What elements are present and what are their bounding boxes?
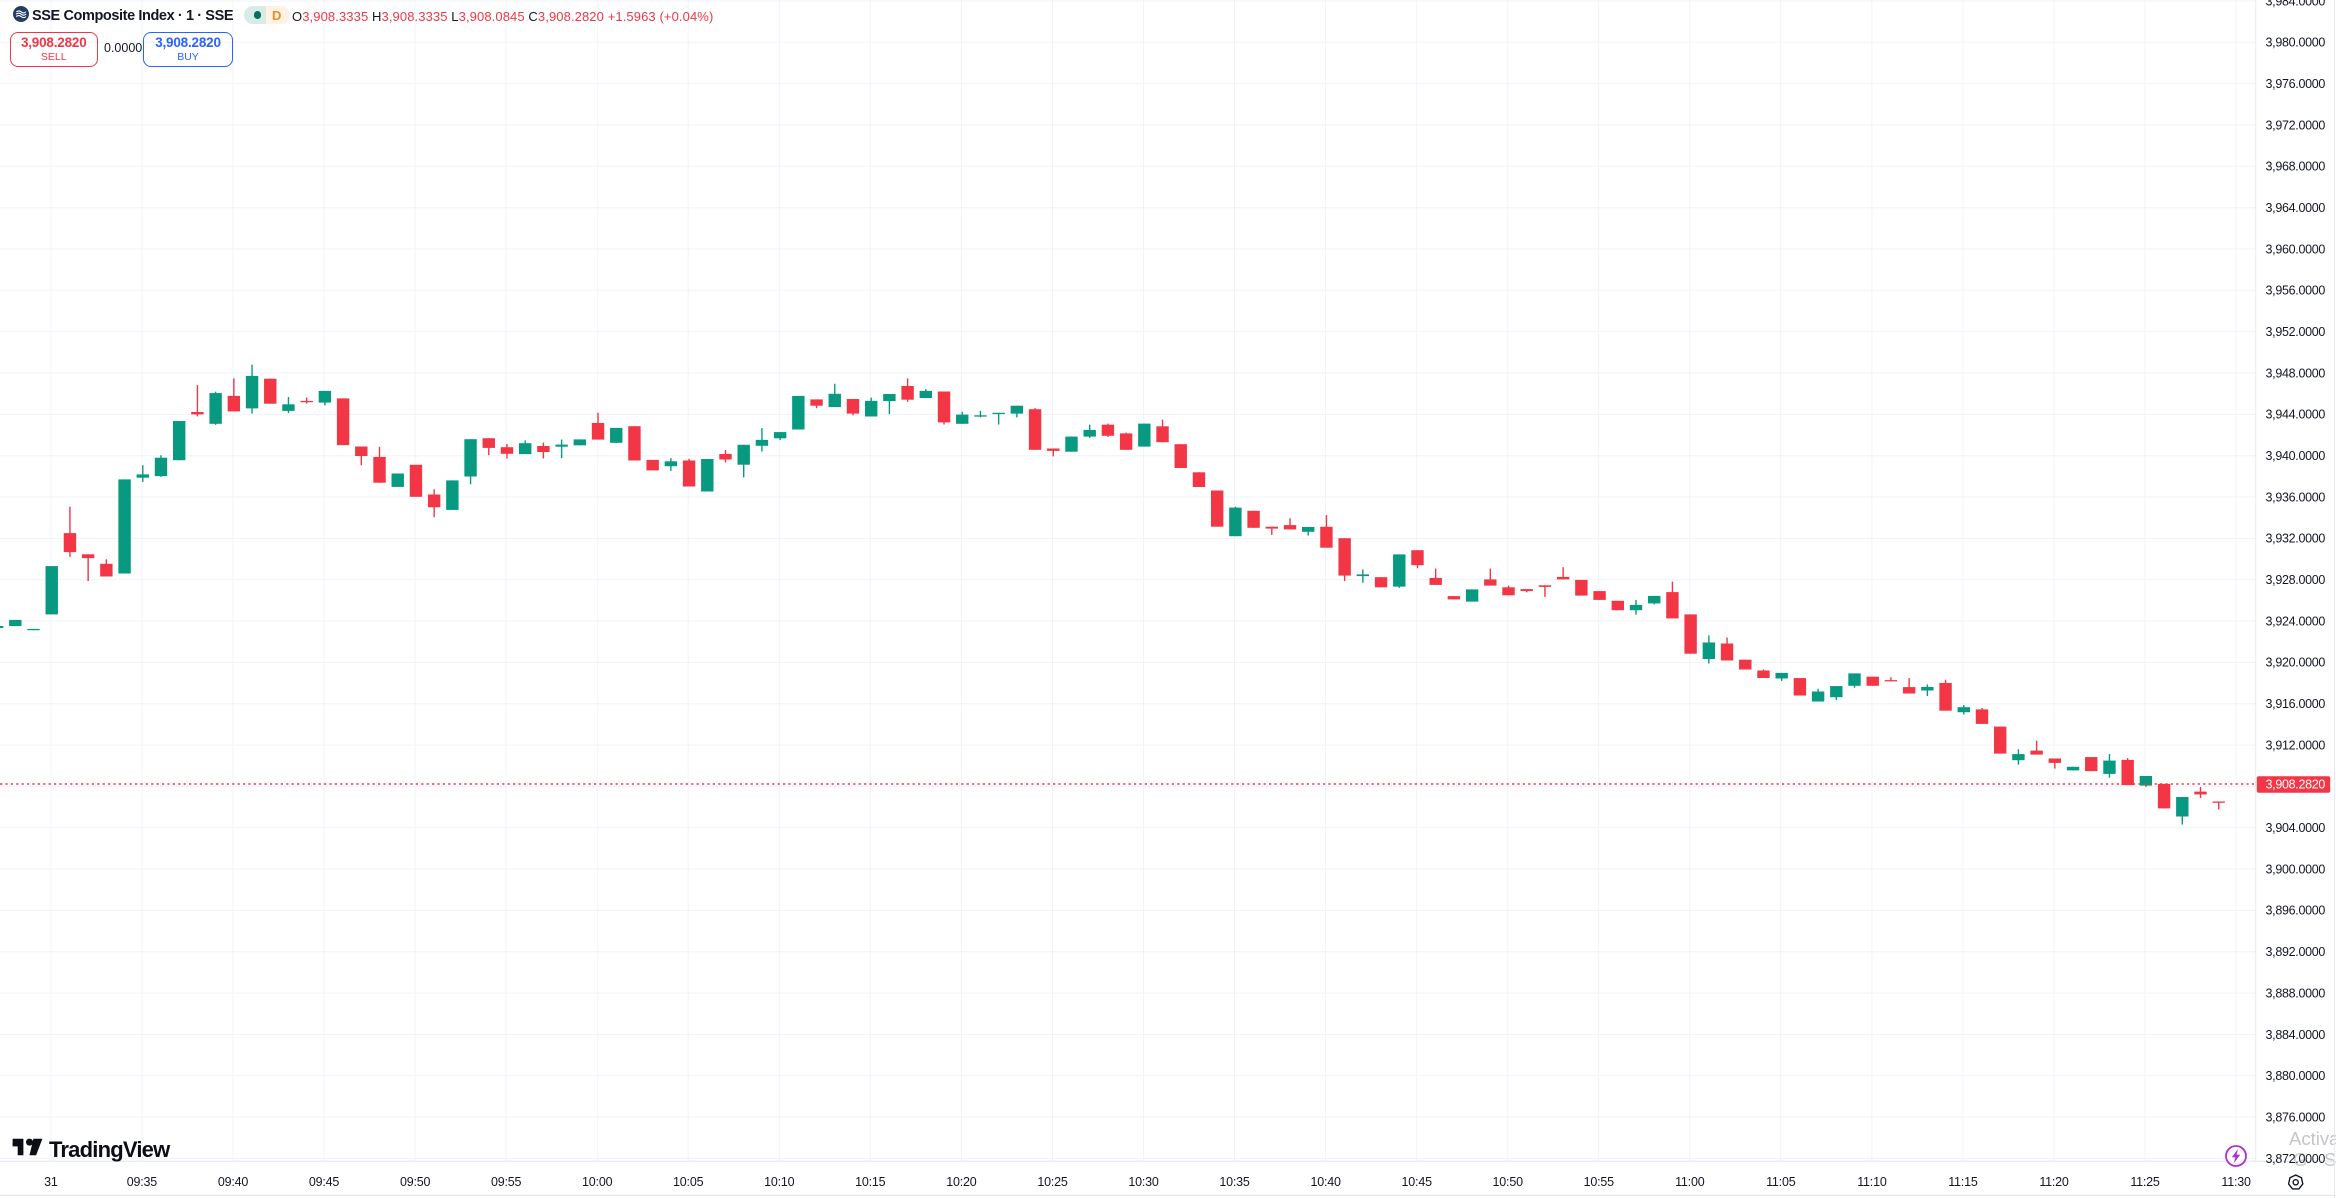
svg-text:10:50: 10:50 [1493, 1175, 1524, 1189]
svg-text:10:25: 10:25 [1037, 1175, 1068, 1189]
svg-text:3,940.0000: 3,940.0000 [2266, 449, 2326, 463]
svg-text:3,980.0000: 3,980.0000 [2266, 36, 2326, 50]
svg-text:3,928.0000: 3,928.0000 [2266, 573, 2326, 587]
svg-text:09:55: 09:55 [491, 1175, 522, 1189]
svg-text:3,908.2820: 3,908.2820 [2266, 778, 2326, 792]
svg-text:10:40: 10:40 [1310, 1175, 1341, 1189]
svg-text:3,884.0000: 3,884.0000 [2266, 1028, 2326, 1042]
svg-text:10:00: 10:00 [582, 1175, 613, 1189]
svg-text:3,968.0000: 3,968.0000 [2266, 160, 2326, 174]
svg-text:3,880.0000: 3,880.0000 [2266, 1069, 2326, 1083]
svg-text:11:10: 11:10 [1857, 1175, 1887, 1189]
svg-text:11:15: 11:15 [1948, 1175, 1978, 1189]
svg-text:3,948.0000: 3,948.0000 [2266, 366, 2326, 380]
svg-text:3,972.0000: 3,972.0000 [2266, 118, 2326, 132]
svg-text:09:40: 09:40 [218, 1175, 249, 1189]
svg-text:3,964.0000: 3,964.0000 [2266, 201, 2326, 215]
svg-text:09:50: 09:50 [400, 1175, 431, 1189]
svg-text:09:45: 09:45 [309, 1175, 340, 1189]
svg-text:11:00: 11:00 [1675, 1175, 1705, 1189]
svg-text:10:35: 10:35 [1219, 1175, 1250, 1189]
svg-text:3,924.0000: 3,924.0000 [2266, 614, 2326, 628]
svg-text:10:10: 10:10 [764, 1175, 795, 1189]
svg-text:3,892.0000: 3,892.0000 [2266, 945, 2326, 959]
svg-text:3,944.0000: 3,944.0000 [2266, 408, 2326, 422]
svg-text:G: G [2293, 1149, 2307, 1170]
svg-text:3,904.0000: 3,904.0000 [2266, 821, 2326, 835]
svg-text:3,872.0000: 3,872.0000 [2266, 1152, 2326, 1166]
svg-text:3,896.0000: 3,896.0000 [2266, 904, 2326, 918]
svg-text:3,912.0000: 3,912.0000 [2266, 738, 2326, 752]
svg-text:10:55: 10:55 [1584, 1175, 1615, 1189]
svg-text:Activa: Activa [2289, 1128, 2336, 1149]
svg-text:3,932.0000: 3,932.0000 [2266, 532, 2326, 546]
svg-text:11:30: 11:30 [2221, 1175, 2251, 1189]
svg-text:3,916.0000: 3,916.0000 [2266, 697, 2326, 711]
svg-text:S: S [2324, 1149, 2336, 1170]
svg-text:3,900.0000: 3,900.0000 [2266, 862, 2326, 876]
svg-text:10:20: 10:20 [946, 1175, 977, 1189]
svg-text:3,984.0000: 3,984.0000 [2266, 0, 2326, 8]
svg-text:3,976.0000: 3,976.0000 [2266, 77, 2326, 91]
svg-text:31: 31 [44, 1175, 58, 1189]
svg-text:10:15: 10:15 [855, 1175, 886, 1189]
svg-text:11:05: 11:05 [1766, 1175, 1796, 1189]
svg-text:11:25: 11:25 [2130, 1175, 2160, 1189]
svg-text:3,888.0000: 3,888.0000 [2266, 986, 2326, 1000]
svg-text:3,960.0000: 3,960.0000 [2266, 242, 2326, 256]
svg-text:09:35: 09:35 [127, 1175, 158, 1189]
svg-text:3,920.0000: 3,920.0000 [2266, 656, 2326, 670]
svg-text:11:20: 11:20 [2039, 1175, 2069, 1189]
svg-text:3,952.0000: 3,952.0000 [2266, 325, 2326, 339]
svg-text:3,876.0000: 3,876.0000 [2266, 1110, 2326, 1124]
svg-text:10:45: 10:45 [1402, 1175, 1433, 1189]
svg-text:10:30: 10:30 [1128, 1175, 1159, 1189]
svg-text:3,956.0000: 3,956.0000 [2266, 284, 2326, 298]
svg-text:10:05: 10:05 [673, 1175, 704, 1189]
svg-text:3,936.0000: 3,936.0000 [2266, 490, 2326, 504]
